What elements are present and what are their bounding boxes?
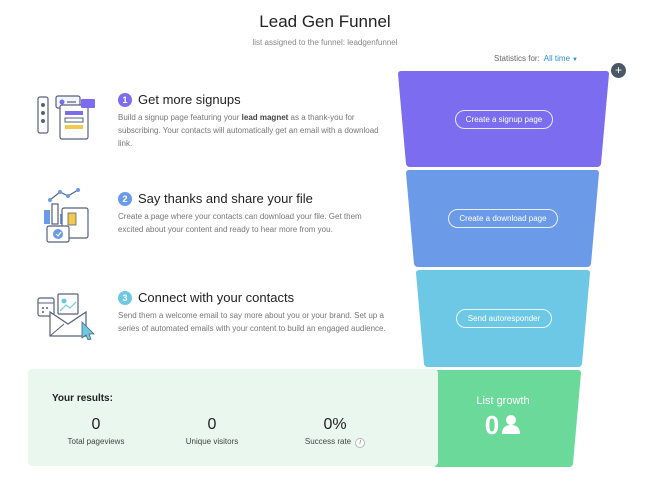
funnel-stage-list-growth xyxy=(425,370,581,467)
metric-total-pageviews: 0 Total pageviews xyxy=(58,416,134,446)
step-title: Connect with your contacts xyxy=(138,290,295,305)
page-title: Lead Gen Funnel xyxy=(259,12,391,31)
list-growth-title: List growth xyxy=(476,395,530,407)
send-autoresponder-button[interactable]: Send autoresponder xyxy=(456,309,552,328)
metric-success-rate: 0% Success rate i xyxy=(298,416,372,448)
metric-label: Success rate xyxy=(304,437,352,446)
funnel-stage-download xyxy=(406,170,599,267)
step-number-badge: 2 xyxy=(118,192,132,206)
statistics-label: Statistics for: xyxy=(494,54,540,63)
email-envelope-icon xyxy=(37,293,95,340)
metric-value: 0% xyxy=(323,416,347,433)
funnel-stage-autoresponder xyxy=(416,270,590,367)
metric-value: 0 xyxy=(91,416,101,433)
plus-icon: + xyxy=(614,63,622,77)
step-description: Build a signup page featuring your lead … xyxy=(118,113,379,148)
create-download-page-button[interactable]: Create a download page xyxy=(448,209,558,228)
download-file-icon xyxy=(44,188,89,243)
statistics-period-dropdown[interactable]: All time xyxy=(543,54,571,63)
chevron-down-icon[interactable]: ▼ xyxy=(572,57,578,63)
step-title: Say thanks and share your file xyxy=(138,191,313,206)
results-title: Your results: xyxy=(52,393,113,404)
metric-label: Total pageviews xyxy=(67,437,125,446)
info-icon[interactable]: i xyxy=(355,438,366,448)
step-description: Create a page where your contacts can do… xyxy=(118,212,362,234)
metric-unique-visitors: 0 Unique visitors xyxy=(176,416,248,446)
statistics-filter: Statistics for: All time ▼ xyxy=(494,54,578,63)
funnel-stage-signup xyxy=(398,71,609,167)
metric-label-row: Success rate i xyxy=(298,437,372,448)
step-title: Get more signups xyxy=(138,92,241,107)
signup-form-icon xyxy=(37,95,95,140)
step-number-badge: 3 xyxy=(118,291,132,305)
add-step-button[interactable]: + xyxy=(611,63,626,78)
list-growth-value: 0 xyxy=(432,410,574,441)
metric-value: 0 xyxy=(207,416,217,433)
page-subtitle: list assigned to the funnel: leadgenfunn… xyxy=(252,38,398,47)
metric-label: Unique visitors xyxy=(185,437,239,446)
step-number-badge: 1 xyxy=(118,93,132,107)
create-signup-page-button[interactable]: Create a signup page xyxy=(455,110,553,129)
step-description: Send them a welcome email to say more ab… xyxy=(118,311,386,333)
user-icon xyxy=(502,415,521,434)
results-panel: Your results: 0 Total pageviews 0 Unique… xyxy=(28,369,438,466)
